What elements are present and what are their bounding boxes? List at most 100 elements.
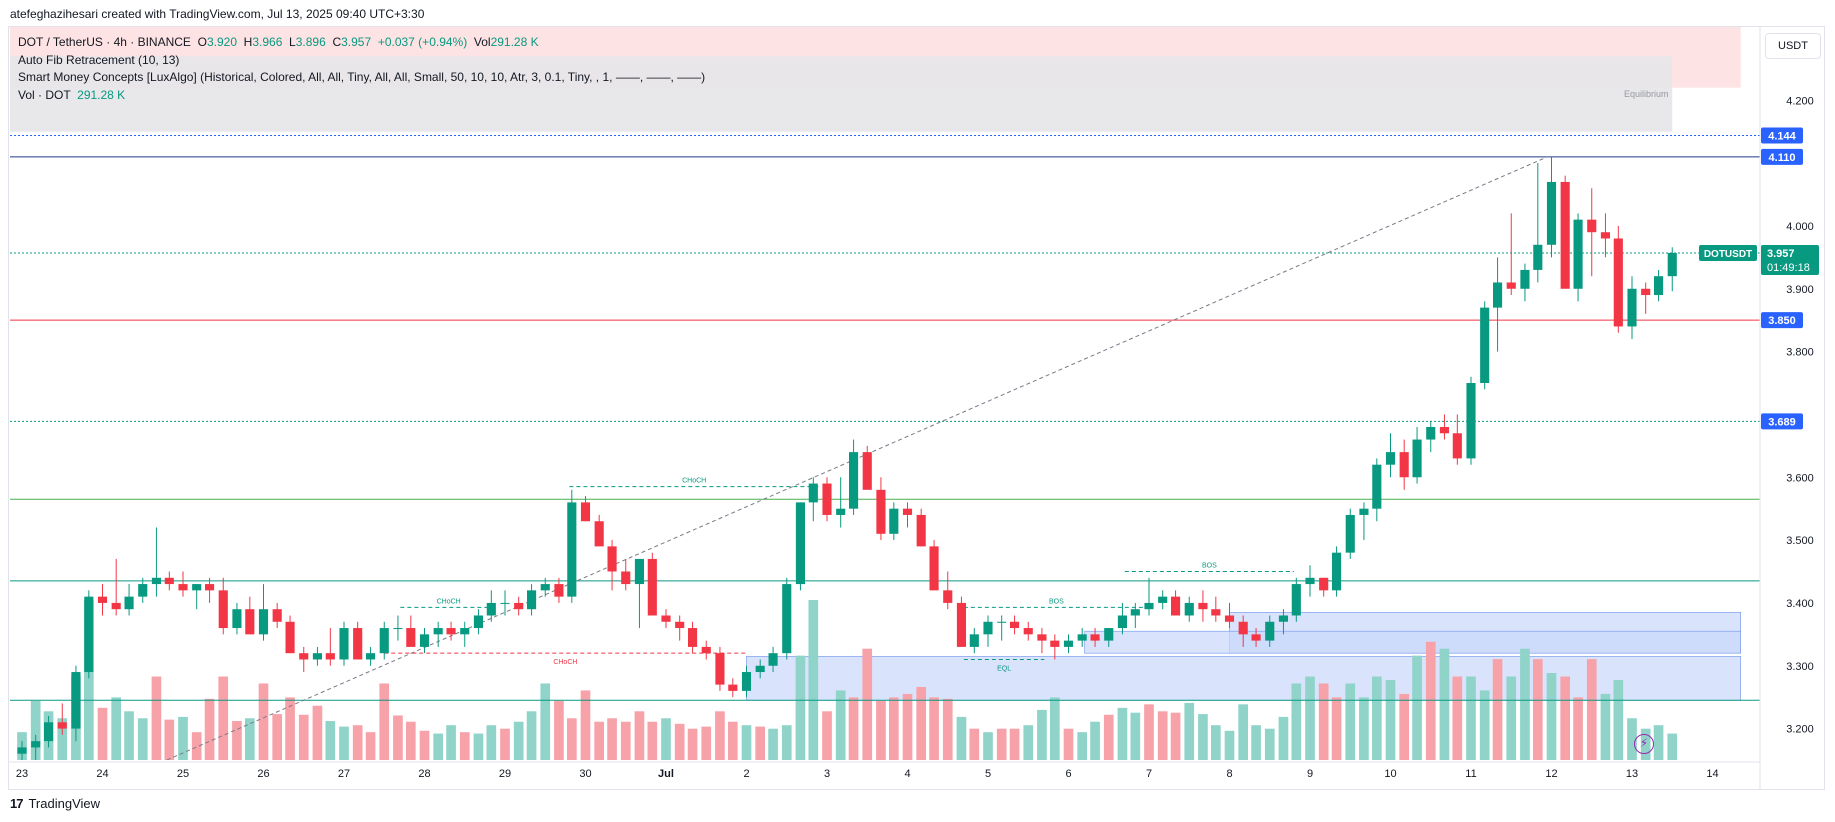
structure-label: CHoCH <box>682 478 706 485</box>
volume-bar <box>929 697 939 760</box>
volume-bar <box>1520 648 1530 760</box>
volume-bar <box>1224 730 1235 760</box>
candle-body <box>312 653 322 660</box>
candle-body <box>983 621 993 635</box>
volume-bar <box>1479 690 1490 760</box>
candle-body <box>31 741 41 748</box>
candle-body <box>1439 426 1449 434</box>
time-axis-label: 27 <box>338 768 350 780</box>
price-badge-label: 4.144 <box>1768 130 1796 142</box>
volume-bar <box>916 686 927 760</box>
currency-button[interactable]: USDT <box>1765 33 1821 59</box>
volume-bar <box>1586 659 1597 760</box>
volume-bar <box>1170 712 1181 760</box>
equilibrium-label: Equilibrium <box>1624 89 1669 99</box>
volume-bar <box>1117 707 1128 760</box>
volume-bar <box>1600 693 1611 760</box>
price-badge-label: 3.850 <box>1768 315 1796 327</box>
candle-body <box>1050 640 1060 647</box>
tradingview-logo: 17 TradingView <box>10 796 100 811</box>
volume-bar <box>983 732 993 760</box>
time-axis-label: 13 <box>1626 768 1638 780</box>
candle-body <box>366 653 376 660</box>
price-tick-label: 4.200 <box>1786 95 1814 107</box>
chart-frame <box>8 26 1825 790</box>
legend-indicator-fib[interactable]: Auto Fib Retracement (10, 13) <box>18 52 180 67</box>
candle-body <box>178 584 188 591</box>
volume-bar <box>1063 728 1074 760</box>
candle-body <box>1090 634 1100 641</box>
volume-bar <box>30 700 41 760</box>
volume-bar <box>1198 714 1208 760</box>
volume-bar <box>876 700 886 760</box>
price-tick-label: 3.400 <box>1786 598 1814 610</box>
volume-bar <box>741 725 752 760</box>
legend-indicator-volume[interactable]: Vol · DOT 291.28 K <box>18 87 705 105</box>
volume-bar <box>1251 725 1261 760</box>
volume-bar <box>204 698 215 760</box>
legend-indicator-smc[interactable]: Smart Money Concepts [LuxAlgo] (Historic… <box>18 70 706 84</box>
volume-bar <box>888 697 899 760</box>
volume-bar <box>1452 676 1463 760</box>
chart-credit: atefeghazihesari created with TradingVie… <box>10 7 425 21</box>
structure-label: CHoCH <box>437 598 461 605</box>
candle-body <box>1023 628 1033 635</box>
time-axis-label: 11 <box>1465 768 1476 780</box>
structure-label: CHoCH <box>553 659 577 666</box>
legend-vol-label: Vol <box>473 35 491 49</box>
time-axis-label: 4 <box>904 768 910 780</box>
candle-body <box>1412 439 1422 478</box>
candle-body <box>527 590 537 610</box>
volume-bar <box>379 683 390 760</box>
candle-body <box>808 483 818 503</box>
tradingview-mark-icon: 17 <box>10 796 24 811</box>
candle-body <box>1010 621 1020 629</box>
legend-symbol-row[interactable]: DOT / TetherUS · 4h · BINANCE O3.920 H3.… <box>18 34 705 52</box>
time-axis-label: 25 <box>177 768 189 780</box>
legend-volume-value: 291.28 K <box>77 87 126 102</box>
volume-bar <box>1318 683 1329 760</box>
candle-body <box>836 508 846 515</box>
volume-bar <box>1425 641 1436 760</box>
candle-body <box>71 672 81 729</box>
candle-body <box>567 502 577 597</box>
volume-bar <box>1532 659 1543 760</box>
volume-bar <box>956 716 967 760</box>
volume-bar <box>1492 659 1503 760</box>
lightning-icon[interactable]: ⚡ <box>1634 734 1654 754</box>
candle-body <box>500 602 510 604</box>
candle-body <box>1158 596 1168 603</box>
volume-bar <box>1210 725 1221 760</box>
volume-bar <box>393 715 403 760</box>
volume-bar <box>1023 725 1034 760</box>
candle-body <box>1117 615 1127 629</box>
candle-body <box>1104 628 1114 641</box>
legend-symbol[interactable]: DOT / TetherUS · 4h · BINANCE <box>18 35 191 49</box>
time-axis-label: 30 <box>579 768 591 780</box>
volume-bar <box>244 718 255 760</box>
volume-bar <box>661 718 671 760</box>
volume-bar <box>1573 697 1583 760</box>
volume-bar <box>862 648 873 760</box>
price-badge <box>1761 312 1803 329</box>
volume-bar <box>1546 673 1557 760</box>
time-axis-label: 9 <box>1307 768 1313 780</box>
candle-body <box>1198 602 1208 610</box>
candle-body <box>1291 584 1301 616</box>
candle-body <box>1627 288 1637 327</box>
candle-body <box>956 602 966 647</box>
candle-body <box>1600 232 1610 239</box>
candle-body <box>124 596 134 610</box>
volume-bar <box>1359 697 1369 760</box>
candle-body <box>514 602 524 610</box>
candle-body <box>17 747 27 754</box>
time-axis-label: 7 <box>1146 768 1152 780</box>
candle-body <box>1667 252 1677 277</box>
volume-bar <box>1627 718 1637 760</box>
time-axis-label: 3 <box>824 768 830 780</box>
candle-body <box>943 590 953 603</box>
volume-bar <box>433 733 444 760</box>
volume-bar <box>1077 732 1088 760</box>
candle-body <box>876 489 886 534</box>
